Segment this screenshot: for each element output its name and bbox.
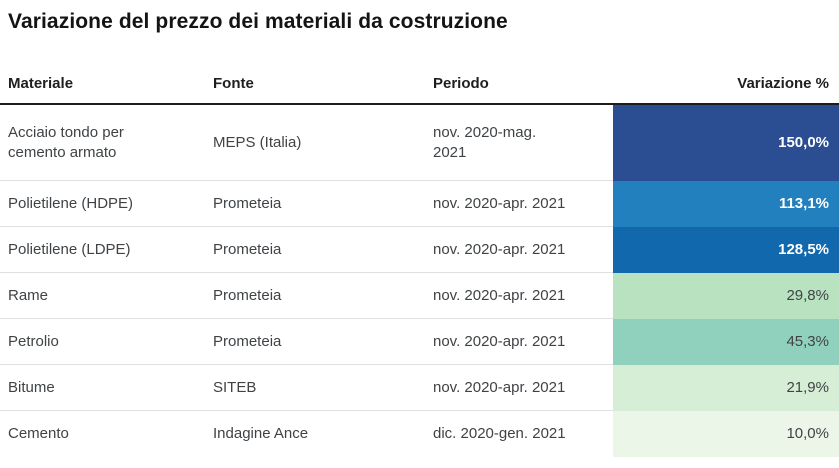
cell-variazione-heatmap: 29,8% [613, 273, 839, 319]
cell-materiale: Polietilene (LDPE) [8, 241, 131, 258]
cell-periodo: nov. 2020-apr. 2021 [433, 241, 566, 258]
cell-periodo: nov. 2020-apr. 2021 [433, 379, 566, 396]
table-row: Polietilene (LDPE) Prometeia nov. 2020-a… [0, 226, 839, 273]
cell-fonte: Prometeia [213, 241, 282, 258]
cell-periodo: nov. 2020-mag. 2021 [433, 124, 537, 161]
cell-variazione-heatmap: 128,5% [613, 227, 839, 273]
cell-periodo: nov. 2020-apr. 2021 [433, 195, 566, 212]
cell-fonte: Prometeia [213, 287, 282, 304]
materials-price-table: Materiale Fonte Periodo Variazione % Acc… [0, 74, 839, 457]
cell-materiale: Acciaio tondo per cemento armato [8, 124, 124, 161]
cell-periodo: nov. 2020-apr. 2021 [433, 287, 566, 304]
table-row: Bitume SITEB nov. 2020-apr. 2021 21,9% [0, 364, 839, 411]
cell-materiale: Cemento [8, 425, 69, 442]
cell-materiale: Polietilene (HDPE) [8, 195, 134, 212]
cell-fonte: Prometeia [213, 195, 282, 212]
column-header-periodo: Periodo [433, 75, 489, 92]
table-row: Rame Prometeia nov. 2020-apr. 2021 29,8% [0, 272, 839, 319]
column-header-fonte: Fonte [213, 75, 254, 92]
column-header-materiale: Materiale [8, 75, 74, 92]
cell-fonte: Indagine Ance [213, 425, 309, 442]
cell-fonte: MEPS (Italia) [213, 134, 302, 151]
cell-periodo: nov. 2020-apr. 2021 [433, 333, 566, 350]
cell-materiale: Petrolio [8, 333, 59, 350]
cell-materiale: Bitume [8, 379, 55, 396]
cell-variazione-heatmap: 45,3% [613, 319, 839, 365]
cell-variazione-heatmap: 113,1% [613, 181, 839, 227]
table-header-row: Materiale Fonte Periodo Variazione % [0, 74, 839, 105]
cell-variazione-heatmap: 10,0% [613, 411, 839, 457]
table-body: Acciaio tondo per cemento armato MEPS (I… [0, 105, 839, 457]
cell-fonte: SITEB [213, 379, 257, 396]
table-row: Petrolio Prometeia nov. 2020-apr. 2021 4… [0, 318, 839, 365]
table-row: Acciaio tondo per cemento armato MEPS (I… [0, 105, 839, 181]
table-row: Cemento Indagine Ance dic. 2020-gen. 202… [0, 410, 839, 457]
table-row: Polietilene (HDPE) Prometeia nov. 2020-a… [0, 180, 839, 227]
page-title: Variazione del prezzo dei materiali da c… [8, 10, 508, 33]
column-header-variazione: Variazione % [737, 75, 829, 92]
cell-variazione-heatmap: 21,9% [613, 365, 839, 411]
cell-periodo: dic. 2020-gen. 2021 [433, 425, 566, 442]
cell-fonte: Prometeia [213, 333, 282, 350]
cell-materiale: Rame [8, 287, 49, 304]
cell-variazione-heatmap: 150,0% [613, 105, 839, 181]
